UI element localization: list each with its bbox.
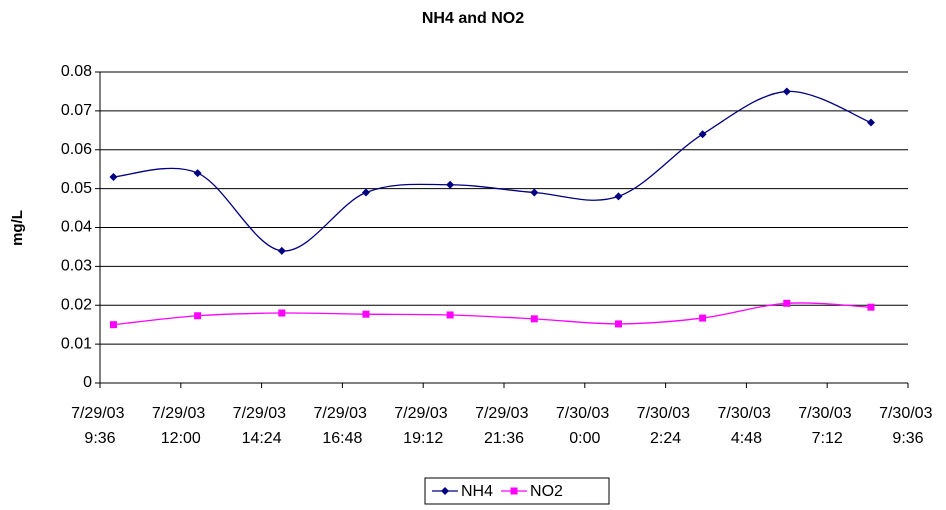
marker xyxy=(866,118,875,127)
x-tick-label: 7/29/03 14:24 xyxy=(233,405,291,447)
marker xyxy=(193,169,202,178)
marker xyxy=(510,487,518,495)
y-tick-label: 0.05 xyxy=(61,180,92,197)
marker xyxy=(109,172,118,181)
marker xyxy=(446,180,455,189)
y-tick-label: 0 xyxy=(83,374,92,391)
y-tick-label: 0.07 xyxy=(61,102,92,119)
x-tick-label: 7/30/03 2:24 xyxy=(637,405,695,447)
marker xyxy=(530,188,539,197)
y-tick-label: 0.04 xyxy=(61,219,92,236)
series-line xyxy=(113,90,872,252)
x-tick-label: 7/30/03 7:12 xyxy=(798,405,856,447)
marker xyxy=(441,487,449,495)
y-tick-label: 0.03 xyxy=(61,258,92,275)
marker xyxy=(867,303,875,311)
x-tick-label: 7/29/03 19:12 xyxy=(394,405,452,447)
marker xyxy=(783,299,791,307)
marker xyxy=(361,188,370,197)
marker xyxy=(614,192,623,201)
legend-label: NH4 xyxy=(461,483,493,500)
y-axis-label: mg/L xyxy=(9,210,26,246)
x-tick-label: 7/30/03 0:00 xyxy=(556,405,614,447)
marker xyxy=(446,311,454,319)
marker xyxy=(699,314,707,322)
x-tick-label: 7/29/03 9:36 xyxy=(71,405,129,447)
marker xyxy=(109,321,117,329)
y-tick-label: 0.02 xyxy=(61,296,92,313)
marker xyxy=(278,309,286,317)
series-line xyxy=(113,302,871,326)
marker xyxy=(782,87,791,96)
x-tick-label: 7/29/03 16:48 xyxy=(313,405,371,447)
marker xyxy=(614,320,622,328)
marker xyxy=(530,315,538,323)
x-tick-label: 7/29/03 12:00 xyxy=(152,405,210,447)
marker xyxy=(194,312,202,320)
x-tick-label: 7/30/03 9:36 xyxy=(879,405,937,447)
marker xyxy=(277,246,286,255)
y-tick-label: 0.01 xyxy=(61,335,92,352)
x-tick-label: 7/29/03 21:36 xyxy=(475,405,533,447)
legend-label: NO2 xyxy=(530,483,563,500)
marker xyxy=(698,130,707,139)
y-tick-label: 0.06 xyxy=(61,141,92,158)
y-tick-label: 0.08 xyxy=(61,63,92,80)
x-tick-label: 7/30/03 4:48 xyxy=(717,405,775,447)
chart-title: NH4 and NO2 xyxy=(422,10,524,27)
marker xyxy=(362,310,370,318)
